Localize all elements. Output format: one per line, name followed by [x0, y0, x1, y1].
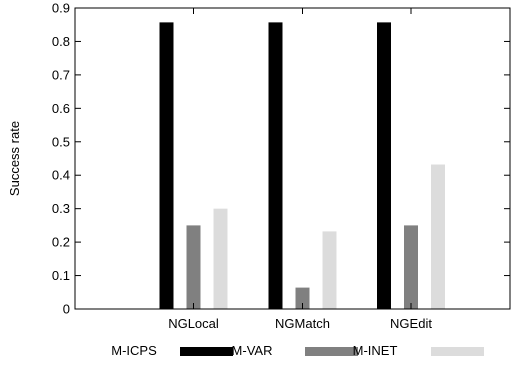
plot-frame — [74, 7, 511, 310]
y-tick-label: 0.9 — [52, 1, 70, 16]
bar-m-inet-ngedit — [404, 225, 418, 309]
y-tick-label: 0 — [63, 302, 70, 317]
y-axis-title: Success rate — [7, 121, 22, 196]
bar-series-3-ngedit — [431, 164, 445, 309]
y-tick-label: 0.4 — [52, 168, 70, 183]
legend-label-m-icps: M-ICPS — [111, 343, 157, 358]
bar-m-var-ngedit — [377, 22, 391, 310]
y-tick-label: 0.6 — [52, 101, 70, 116]
y-tick-label: 0.3 — [52, 201, 70, 216]
x-tick-labels: NGLocal NGMatch NGEdit — [168, 8, 432, 331]
y-tick-label: 0.7 — [52, 67, 70, 82]
y-tick-label: 0.2 — [52, 235, 70, 250]
x-tick-label: NGMatch — [275, 316, 330, 331]
axis-ticks: 0 0.1 0.2 0.3 0.4 0.5 0.6 0.7 0.8 0.9 — [52, 1, 510, 317]
x-tick-label: NGEdit — [390, 316, 432, 331]
bar-m-inet-nglocal — [186, 225, 201, 309]
bar-series-3-nglocal — [213, 208, 228, 309]
bars — [159, 22, 445, 310]
legend-swatch — [180, 347, 233, 356]
y-tick-label: 0.1 — [52, 268, 70, 283]
legend-label-m-inet: M-INET — [353, 343, 398, 358]
legend-swatch — [305, 347, 358, 356]
y-tick-label: 0.5 — [52, 134, 70, 149]
bar-series-3-ngmatch — [322, 231, 337, 309]
legend: M-ICPS M-VAR M-INET — [111, 343, 484, 358]
legend-swatch — [431, 347, 484, 356]
bar-m-var-ngmatch — [268, 22, 283, 310]
y-tick-label: 0.8 — [52, 34, 70, 49]
y-axis-title-group: Success rate — [7, 121, 22, 196]
x-tick-label: NGLocal — [168, 316, 219, 331]
bar-m-inet-ngmatch — [295, 287, 310, 309]
legend-label-m-var: M-VAR — [232, 343, 273, 358]
bar-m-var-nglocal — [159, 22, 174, 310]
